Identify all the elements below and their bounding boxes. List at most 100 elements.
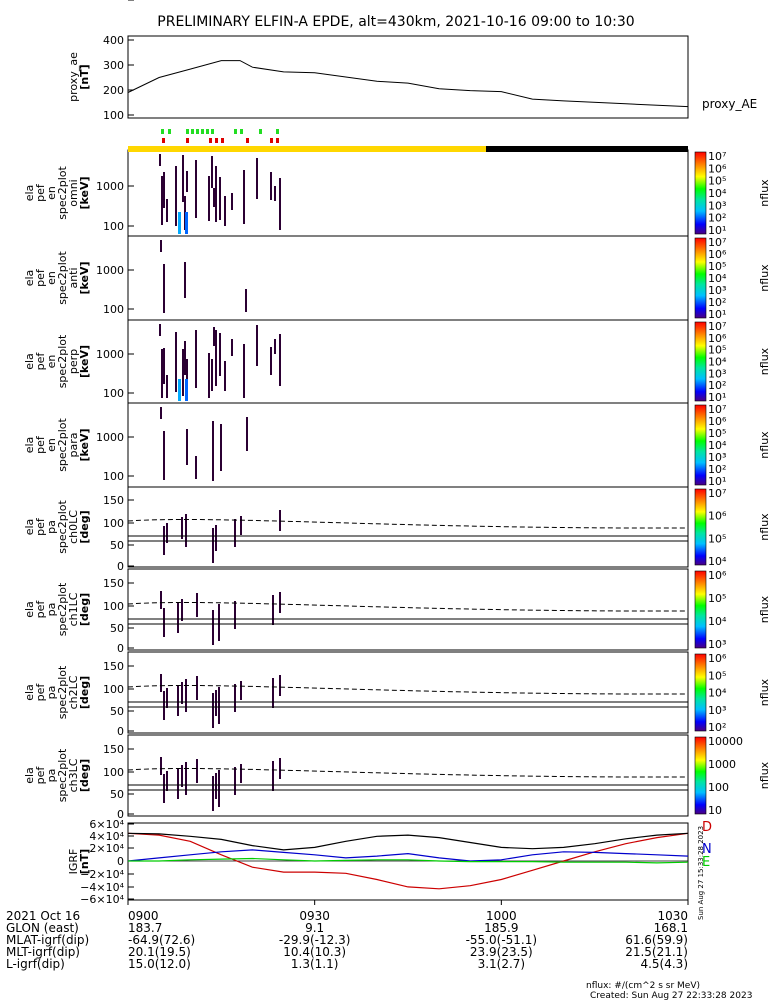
y-tick-label: 0 bbox=[117, 560, 124, 573]
y-tick-label: 2×10⁴ bbox=[89, 842, 124, 855]
green-marker bbox=[161, 129, 164, 134]
y-tick-label: 0 bbox=[117, 642, 124, 655]
series-igrf-total bbox=[127, 832, 689, 851]
spectrogram-streak bbox=[215, 773, 217, 799]
spectrogram-streak bbox=[166, 771, 168, 791]
x-axis-value: 3.1(2.7) bbox=[478, 957, 526, 971]
x-axis-row-label: MLAT-igrf(dip) bbox=[6, 933, 89, 947]
legend-igrf-d: D bbox=[702, 820, 712, 835]
colorbar-tick-label: 10⁵ bbox=[708, 592, 726, 605]
spectrogram-streak bbox=[163, 608, 165, 637]
series-igrf-e bbox=[128, 857, 689, 864]
y-tick-label: 100 bbox=[103, 517, 124, 530]
spectrogram-streak bbox=[160, 757, 162, 775]
y-axis-label: [keV] bbox=[78, 261, 91, 294]
colorbar-tick-label: 10⁵ bbox=[708, 260, 726, 273]
red-marker bbox=[215, 138, 218, 143]
x-axis-value: -64.9(72.6) bbox=[128, 933, 195, 947]
spectrogram-streak bbox=[182, 349, 184, 396]
spectrogram-streak bbox=[181, 765, 183, 787]
spectrogram-streak bbox=[270, 172, 272, 200]
colorbar-label: nflux bbox=[758, 431, 771, 459]
spectrogram-streak bbox=[231, 339, 233, 356]
spectrogram-streak bbox=[234, 767, 236, 795]
footer-units: nflux: #/(cm^2 s sr MeV) bbox=[586, 981, 700, 991]
red-marker bbox=[276, 138, 279, 143]
spectrogram-streak bbox=[177, 602, 179, 633]
y-tick-label: 1000 bbox=[96, 348, 124, 361]
colorbar-tick-label: 10⁶ bbox=[708, 510, 727, 523]
x-axis-value: 10.4(10.3) bbox=[283, 945, 346, 959]
spectrogram-streak bbox=[177, 768, 179, 799]
y-axis-label: [keV] bbox=[78, 176, 91, 209]
spectrogram-streak bbox=[208, 353, 210, 398]
y-tick-label: 100 bbox=[103, 109, 124, 122]
y-axis-label: spec2plot bbox=[56, 748, 69, 802]
y-axis-label: ela bbox=[23, 353, 36, 370]
colorbar-label: nflux bbox=[758, 179, 771, 207]
colorbar-tick-label: 10¹ bbox=[708, 224, 726, 237]
colorbar bbox=[694, 488, 707, 566]
x-axis-value: 1.3(1.1) bbox=[291, 957, 339, 971]
panel-frame bbox=[127, 235, 689, 321]
y-axis-label: ela bbox=[23, 270, 36, 287]
spectrogram-streak bbox=[279, 675, 281, 696]
y-axis-label: pa bbox=[45, 686, 58, 700]
spectrogram-streak bbox=[240, 516, 242, 535]
spectrogram-streak bbox=[160, 591, 162, 609]
y-axis-label: en bbox=[45, 271, 58, 285]
colorbar-tick-label: 10⁷ bbox=[708, 236, 726, 249]
y-tick-label: 50 bbox=[110, 622, 124, 635]
spectrogram-streak bbox=[166, 199, 168, 222]
spectrogram-streak bbox=[212, 776, 214, 811]
y-axis-label: para bbox=[67, 433, 80, 458]
colorbar-tick-label: 10² bbox=[708, 463, 726, 476]
series-igrf-n bbox=[127, 849, 689, 862]
x-axis-value: 15.0(12.0) bbox=[128, 957, 191, 971]
spectrogram-streak bbox=[234, 519, 236, 547]
colorbar-tick-label: 10⁷ bbox=[708, 320, 726, 333]
x-axis-row-label: GLON (east) bbox=[6, 921, 79, 935]
y-tick-label: 50 bbox=[110, 788, 124, 801]
colorbar-tick-label: 100 bbox=[708, 781, 729, 794]
green-marker bbox=[259, 129, 262, 134]
colorbar-label: nflux bbox=[758, 347, 771, 375]
panel-omni: 1000100elapefenspec2plotomni[keV]10⁷10⁶1… bbox=[23, 149, 771, 237]
spectrogram-streak bbox=[161, 176, 163, 225]
spectrogram-streak bbox=[186, 429, 188, 465]
colorbar-tick-label: 10⁴ bbox=[708, 555, 727, 568]
colorbar-tick-label: 10⁵ bbox=[708, 175, 726, 188]
y-axis-label: spec2plot bbox=[56, 334, 69, 388]
x-axis-value: 0900 bbox=[128, 909, 159, 923]
spectrogram-streak bbox=[181, 682, 183, 704]
colorbar bbox=[694, 570, 707, 649]
y-tick-label: 150 bbox=[103, 743, 124, 756]
panel-proxy_ae: 400 300 200 100 0 proxy_ae[nT] bbox=[67, 0, 689, 122]
spectrogram-streak bbox=[274, 186, 276, 201]
y-tick-label: 1000 bbox=[96, 180, 124, 193]
side-timestamp: Sun Aug 27 15:33:28 2023 bbox=[697, 826, 705, 920]
spectrogram-streak bbox=[240, 681, 242, 700]
colorbar-tick-label: 10⁷ bbox=[708, 487, 726, 500]
spectrogram-streak bbox=[211, 359, 213, 391]
red-marker bbox=[270, 138, 273, 143]
panel-anti: 1000100elapefenspec2plotanti[keV]10⁷10⁶1… bbox=[23, 235, 771, 321]
spectrogram-streak bbox=[234, 684, 236, 712]
y-axis-label: proxy_ae bbox=[67, 52, 80, 102]
red-marker bbox=[246, 138, 249, 143]
y-axis-label: ela bbox=[23, 601, 36, 618]
y-tick-label: 0 bbox=[117, 808, 124, 821]
y-axis-label: perp bbox=[67, 349, 80, 374]
spectrogram-streak bbox=[212, 421, 214, 481]
spectrogram-streak bbox=[163, 264, 165, 313]
x-axis-value: 185.9 bbox=[484, 921, 518, 935]
spectrogram-streak bbox=[272, 678, 274, 708]
y-tick-label: 300 bbox=[103, 59, 124, 72]
legend-igrf-n: N bbox=[702, 842, 712, 857]
colorbar-tick-label: 10⁴ bbox=[708, 439, 727, 452]
spectrogram-streak bbox=[279, 178, 281, 230]
spectrogram-streak bbox=[213, 188, 215, 207]
green-marker bbox=[276, 129, 279, 134]
